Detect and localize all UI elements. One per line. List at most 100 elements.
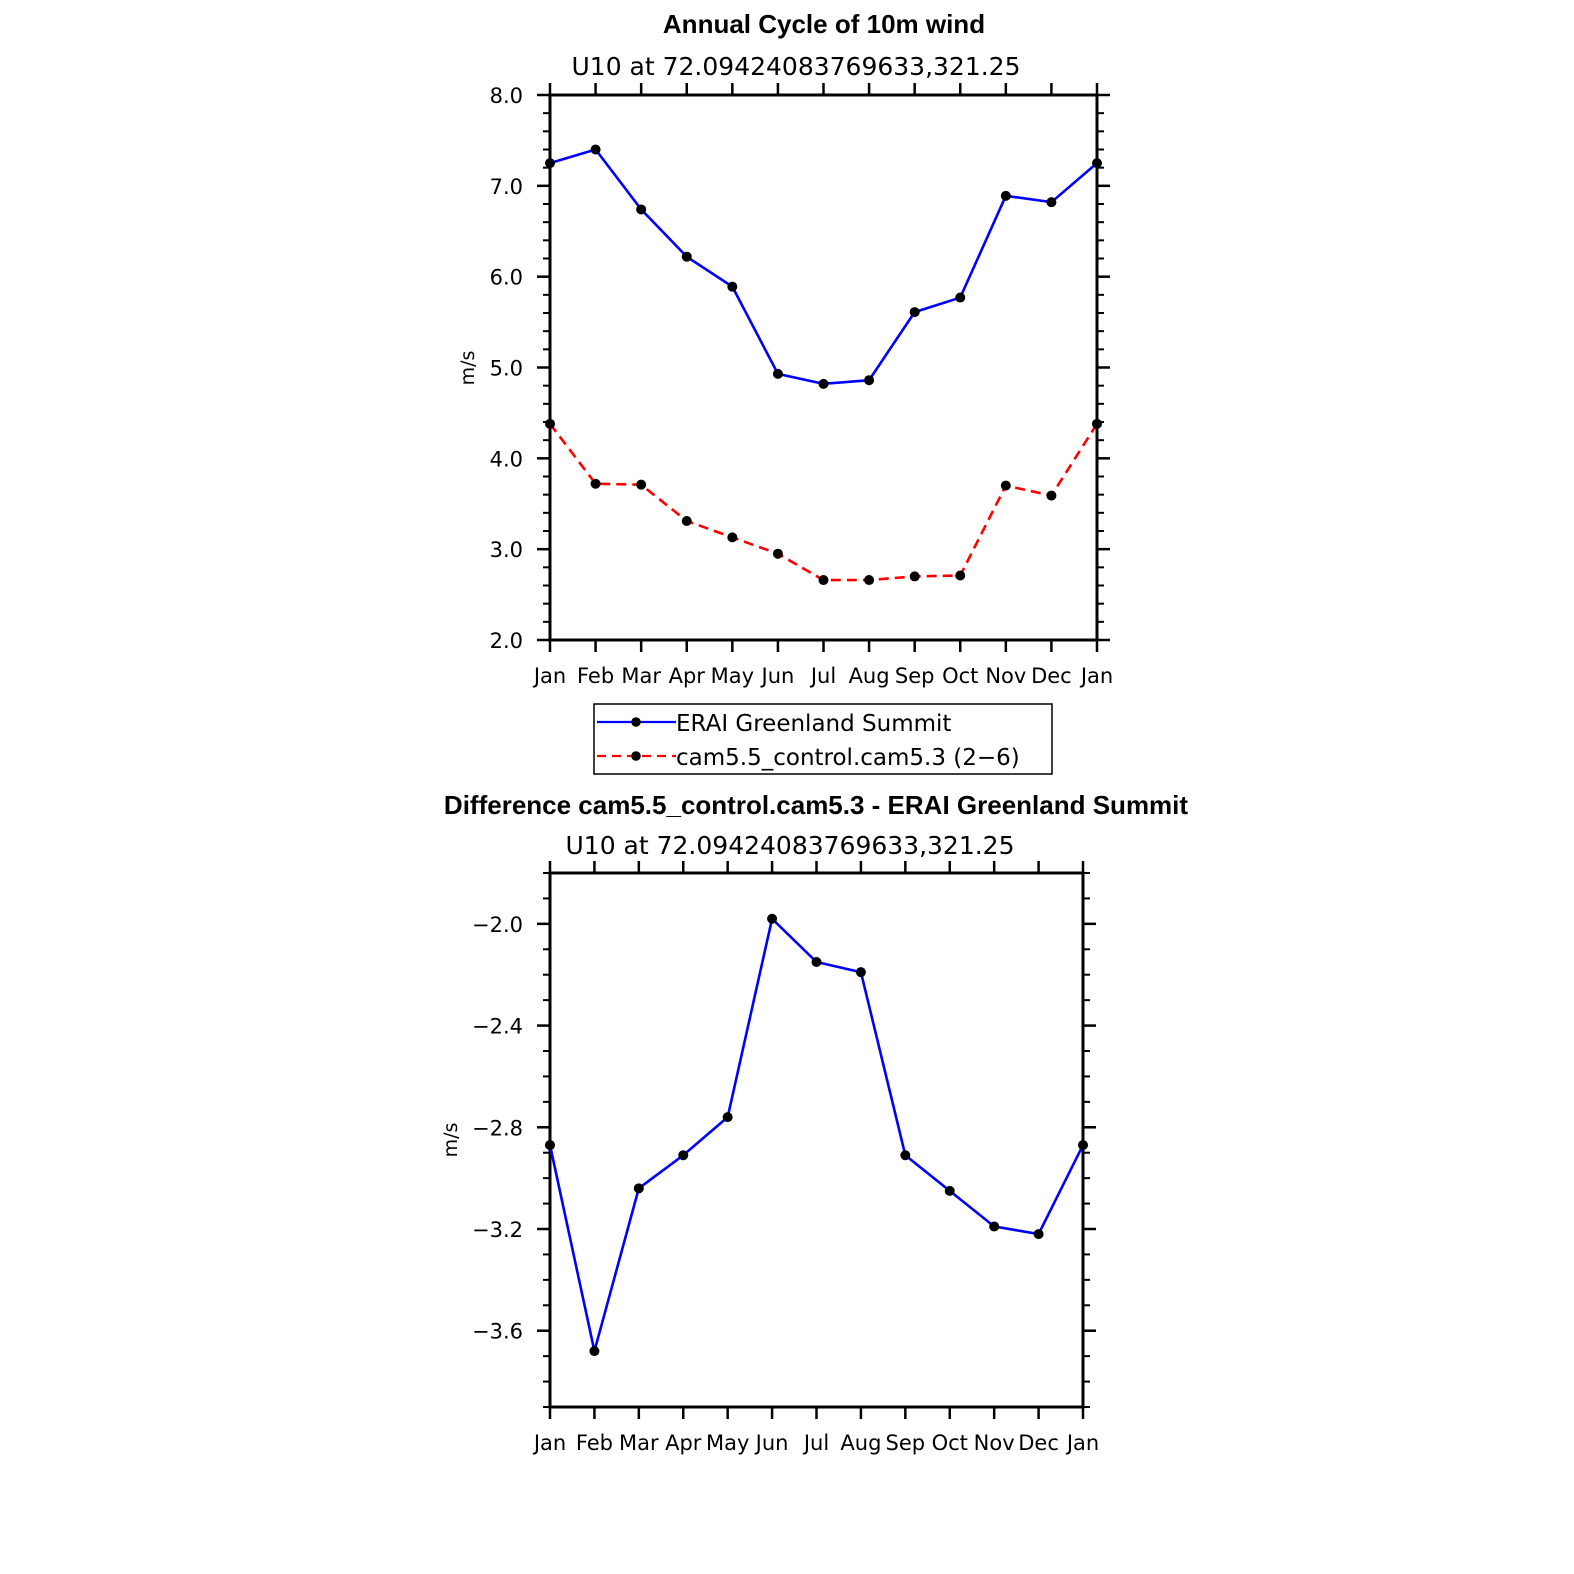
data-point — [633, 1183, 644, 1194]
chart1-legend: ERAI Greenland Summit cam5.5_control.cam… — [593, 703, 1053, 775]
x-tick-label: Jun — [760, 664, 795, 688]
x-tick-label: Jan — [1079, 664, 1113, 688]
data-point — [590, 144, 601, 155]
data-point — [909, 571, 920, 582]
data-point — [636, 479, 647, 490]
data-point — [955, 570, 966, 581]
x-tick-label: Jul — [802, 1431, 829, 1455]
x-tick-label: May — [706, 1431, 749, 1455]
x-tick-label: Feb — [577, 664, 614, 688]
chart2-title: Difference cam5.5_control.cam5.3 - ERAI … — [444, 790, 1188, 820]
data-point — [727, 532, 738, 543]
x-tick-label: Oct — [932, 1431, 968, 1455]
data-point — [864, 575, 875, 586]
x-tick-label: Mar — [621, 664, 661, 688]
chart1-series-group — [545, 144, 1102, 586]
x-tick-label: Jan — [532, 1431, 566, 1455]
data-point — [1046, 197, 1057, 208]
x-tick-label: Jan — [1065, 1431, 1099, 1455]
data-point — [636, 204, 647, 215]
x-tick-label: Jun — [754, 1431, 789, 1455]
data-point — [681, 516, 692, 527]
x-tick-label: Sep — [886, 1431, 926, 1455]
x-tick-label: Mar — [619, 1431, 659, 1455]
chart2-axes: Jan Feb Mar Apr May Jun Jul Aug Sep Oct Nov Dec Jan−… — [472, 861, 1099, 1455]
series-line-2 — [548, 423, 1099, 582]
data-point — [1033, 1229, 1044, 1240]
y-tick-label: 6.0 — [490, 266, 523, 290]
data-point — [727, 281, 738, 292]
data-point — [772, 548, 783, 559]
y-tick-label: 7.0 — [490, 175, 523, 199]
chart2-ylabel: m/s — [440, 1123, 462, 1158]
y-tick-label: 2.0 — [490, 629, 523, 653]
x-tick-label: May — [711, 664, 754, 688]
y-tick-label: −2.0 — [472, 913, 523, 937]
difference-chart: Difference cam5.5_control.cam5.3 - ERAI … — [440, 790, 1188, 1455]
x-tick-label: Aug — [840, 1431, 881, 1455]
data-point — [545, 158, 555, 169]
x-tick-label: Dec — [1018, 1431, 1059, 1455]
x-tick-label: Jan — [532, 664, 566, 688]
y-tick-label: −2.4 — [472, 1015, 523, 1039]
y-tick-label: 8.0 — [490, 84, 523, 108]
chart1-subtitle: U10 at 72.09424083769633,321.25 — [572, 52, 1021, 81]
data-point — [955, 292, 966, 303]
data-point — [722, 1112, 733, 1123]
x-tick-label: Apr — [665, 1431, 702, 1455]
data-point — [767, 913, 778, 924]
data-point — [1000, 480, 1011, 491]
data-point — [589, 1346, 600, 1357]
data-point — [545, 418, 555, 429]
chart2-frame — [548, 871, 1085, 1409]
data-point — [678, 1150, 689, 1161]
data-point — [811, 957, 822, 967]
legend-label-erai: ERAI Greenland Summit — [676, 711, 951, 737]
legend-box — [593, 703, 1053, 775]
data-point — [909, 307, 920, 318]
data-point — [1092, 158, 1102, 169]
chart1-axes: Jan Feb Mar Apr May Jun Jul Aug Sep Oct Nov Dec Jan 2… — [490, 83, 1113, 688]
data-point — [944, 1185, 955, 1196]
x-tick-label: Aug — [849, 664, 890, 688]
data-point — [855, 967, 866, 978]
y-tick-label: −3.2 — [472, 1218, 523, 1242]
y-tick-label: −3.6 — [472, 1320, 523, 1344]
data-point — [1078, 1140, 1088, 1151]
data-point — [1000, 190, 1011, 201]
x-tick-label: Nov — [985, 664, 1026, 688]
legend-label-cam: cam5.5_control.cam5.3 (2−6) — [676, 745, 1020, 771]
series-line-1 — [549, 147, 1098, 386]
legend-marker-cam — [631, 751, 641, 761]
x-tick-label: Nov — [974, 1431, 1015, 1455]
data-point — [818, 378, 829, 389]
y-tick-label: 5.0 — [490, 357, 523, 381]
data-point — [900, 1150, 911, 1161]
data-point — [864, 375, 875, 386]
chart2-subtitle: U10 at 72.09424083769633,321.25 — [566, 831, 1015, 860]
series-line-1 — [548, 916, 1085, 1352]
data-point — [681, 251, 692, 262]
x-tick-label: Dec — [1031, 664, 1072, 688]
chart1-frame — [548, 93, 1099, 642]
chart1-title: Annual Cycle of 10m wind — [663, 9, 985, 39]
data-point — [989, 1221, 1000, 1232]
data-point — [545, 1140, 555, 1151]
legend-marker-erai — [631, 717, 641, 727]
y-tick-label: 3.0 — [490, 538, 523, 562]
x-tick-label: Oct — [942, 664, 978, 688]
data-point — [590, 478, 601, 489]
data-point — [1046, 490, 1057, 501]
y-tick-label: −2.8 — [472, 1116, 523, 1140]
chart2-series-group — [545, 913, 1088, 1357]
chart1-ylabel: m/s — [457, 351, 479, 386]
data-point — [772, 368, 783, 379]
x-tick-label: Jul — [809, 664, 836, 688]
x-tick-label: Feb — [576, 1431, 613, 1455]
annual-cycle-chart: Annual Cycle of 10m wind U10 at 72.09424… — [457, 9, 1113, 775]
x-tick-label: Apr — [669, 664, 706, 688]
data-point — [818, 575, 829, 586]
y-tick-label: 4.0 — [490, 447, 523, 471]
data-point — [1092, 418, 1102, 429]
